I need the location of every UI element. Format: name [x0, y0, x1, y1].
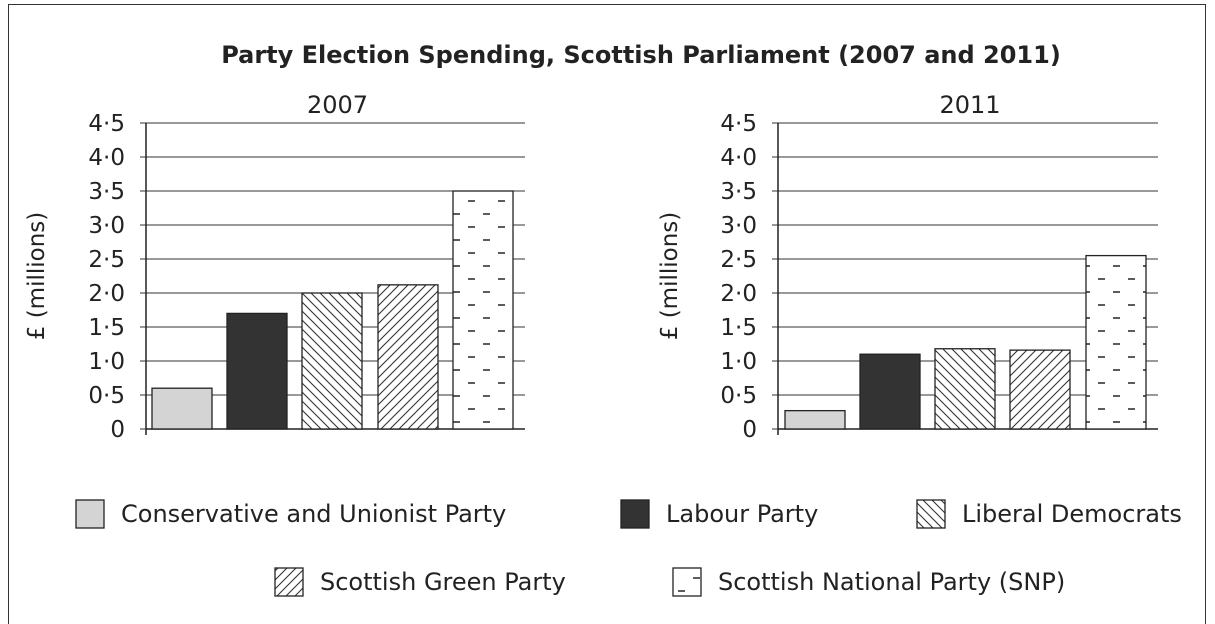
bar-2007-scottish-green-party	[377, 284, 439, 430]
legend-item-conservative-and-unionist-party: Conservative and Unionist Party	[75, 499, 506, 529]
y-tick-label: 0·5	[720, 383, 757, 409]
y-tick-label: 2·5	[88, 247, 125, 273]
bar-2007-labour-party	[226, 312, 288, 430]
legend-swatch	[620, 499, 650, 529]
y-tick-label: 1·0	[720, 349, 757, 375]
y-tick-label: 1·5	[88, 315, 125, 341]
y-tick-label: 0·5	[88, 383, 125, 409]
chart-legend: Conservative and Unionist Party Labour Pa…	[75, 499, 1182, 597]
legend-swatch	[75, 499, 105, 529]
legend-item-liberal-democrats: Liberal Democrats	[916, 499, 1182, 529]
y-tick-label: 2·0	[88, 281, 125, 307]
y-axis-label: £ (millions)	[24, 212, 50, 341]
y-tick-label: 3·5	[88, 179, 125, 205]
y-tick-label: 3·0	[88, 213, 125, 239]
panel-2007: 2007 £ (millions) 0 0·5 1·0 1·5 2·0 2·5 3·0 3·5 4·…	[24, 91, 525, 443]
panel-subtitle: 2007	[307, 91, 368, 119]
legend-swatch	[916, 499, 946, 529]
y-tick-label: 4·5	[88, 111, 125, 137]
chart-title: Party Election Spending, Scottish Parlia…	[221, 41, 1061, 69]
legend-label: Labour Party	[666, 500, 818, 528]
y-tick-label: 1·0	[88, 349, 125, 375]
y-tick-label: 3·5	[720, 179, 757, 205]
y-tick-label: 4·0	[720, 145, 757, 171]
y-axis-label: £ (millions)	[657, 212, 683, 341]
panel-subtitle: 2011	[939, 91, 1000, 119]
y-tick-label: 0	[742, 417, 757, 443]
legend-item-labour-party: Labour Party	[620, 499, 818, 529]
legend-label: Scottish Green Party	[320, 568, 566, 596]
y-tick-label: 0	[110, 417, 125, 443]
chart-frame	[8, 4, 1206, 624]
legend-swatch	[672, 567, 702, 597]
y-tick-label: 1·5	[720, 315, 757, 341]
y-tick-label: 4·5	[720, 111, 757, 137]
bar-2007-conservative-and-unionist-party	[151, 387, 213, 430]
legend-label: Liberal Democrats	[962, 500, 1182, 528]
panel-2011: 2011 £ (millions) 0 0·5 1·0 1·5 2·0 2·5 3·0 3·5 4·…	[657, 91, 1158, 443]
legend-item-scottish-national-party-snp: Scottish National Party (SNP)	[672, 567, 1065, 597]
legend-swatch	[274, 567, 304, 597]
legend-label: Scottish National Party (SNP)	[718, 568, 1065, 596]
y-tick-label: 2·5	[720, 247, 757, 273]
bar-2007-scottish-national-party-snp	[452, 190, 514, 430]
bar-2007-liberal-democrats	[301, 292, 363, 430]
chart-panels: 2007 £ (millions) 0 0·5 1·0 1·5 2·0 2·5 3·0 3·5 4·…	[24, 91, 1158, 443]
bar-2011-liberal-democrats	[934, 348, 996, 430]
y-tick-label: 3·0	[720, 213, 757, 239]
legend-item-scottish-green-party: Scottish Green Party	[274, 567, 566, 597]
y-tick-label: 2·0	[720, 281, 757, 307]
y-tick-label: 4·0	[88, 145, 125, 171]
bar-2011-scottish-green-party	[1009, 349, 1071, 430]
bar-2011-conservative-and-unionist-party	[784, 409, 846, 430]
bar-2011-labour-party	[859, 353, 921, 430]
legend-label: Conservative and Unionist Party	[121, 500, 506, 528]
bar-2011-scottish-national-party-snp	[1085, 254, 1147, 430]
